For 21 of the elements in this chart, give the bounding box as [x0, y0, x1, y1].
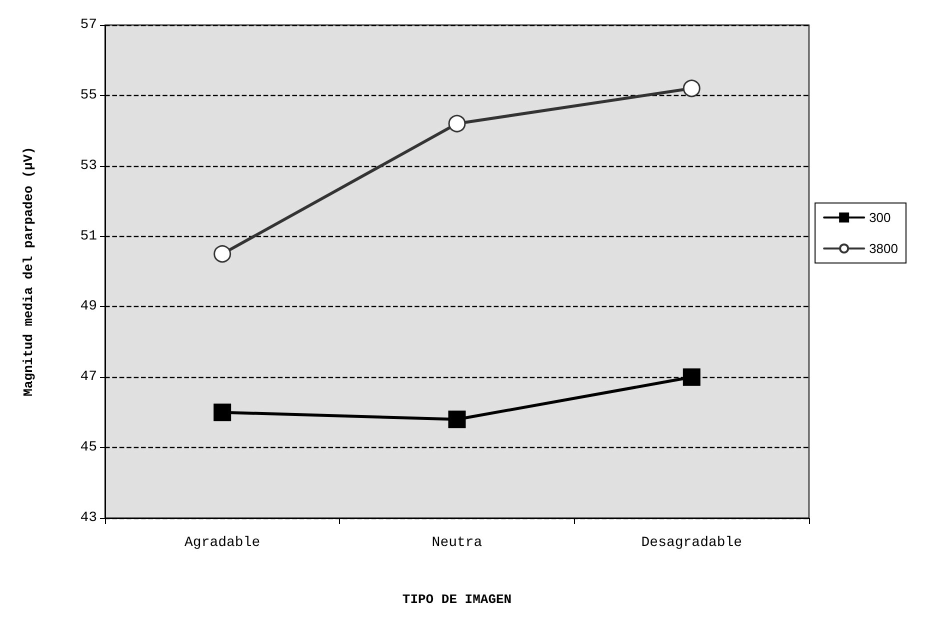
y-tick-label: 49: [80, 298, 97, 315]
x-tick-label: Agradable: [184, 535, 260, 551]
x-tick-label: Desagradable: [641, 535, 742, 551]
y-tick-label: 51: [80, 228, 97, 244]
legend-label: 3800: [869, 241, 898, 256]
point: [682, 368, 700, 386]
y-tick-label: 43: [80, 510, 97, 526]
point: [682, 80, 700, 98]
point: [448, 114, 466, 132]
y-tick-label: 53: [80, 158, 97, 174]
point: [214, 404, 232, 422]
x-tick-label: Neutra: [432, 535, 482, 551]
y-axis-title: Magnitud media del parpadeo (µV): [21, 146, 36, 396]
y-tick-label: 47: [80, 369, 97, 386]
y-tick-label: 45: [80, 440, 97, 456]
x-axis-title: TIPO DE IMAGEN: [402, 592, 512, 607]
y-tick-label: 55: [80, 87, 97, 104]
y-tick-label: 57: [80, 17, 97, 33]
point: [448, 410, 466, 428]
point: [214, 245, 232, 263]
legend-label: 300: [869, 210, 891, 225]
